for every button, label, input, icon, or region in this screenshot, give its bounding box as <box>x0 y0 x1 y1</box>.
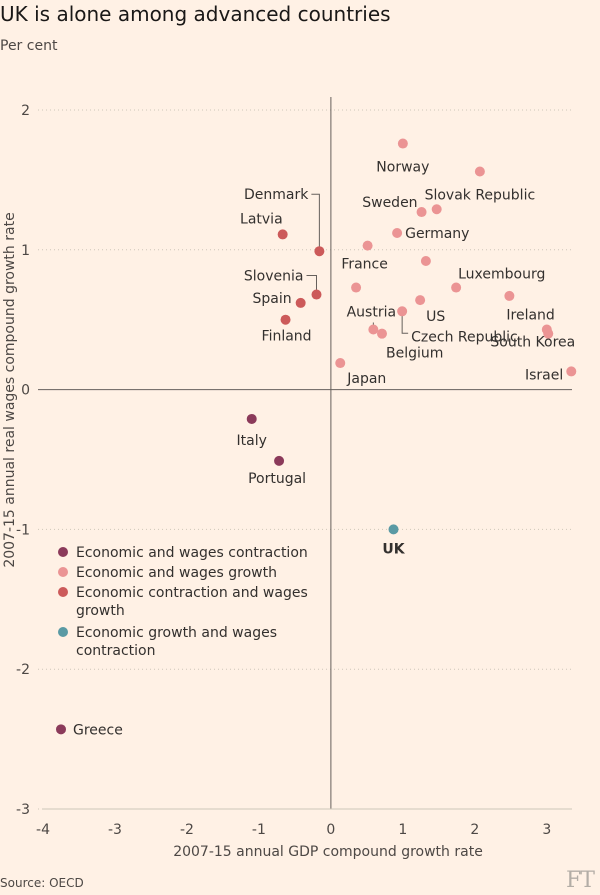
point-label: Italy <box>237 433 267 449</box>
data-point <box>362 240 373 251</box>
data-point <box>504 290 515 301</box>
data-point <box>431 204 442 215</box>
point-label: UK <box>382 541 405 557</box>
data-point <box>335 358 346 369</box>
point-label: Slovenia <box>244 269 304 285</box>
point-label: South Korea <box>490 335 575 351</box>
x-tick-label: -4 <box>36 822 50 838</box>
legend-label: growth <box>76 603 125 619</box>
leader-line <box>311 193 320 252</box>
point-label: Czech Republic <box>411 329 518 345</box>
data-point <box>277 229 288 240</box>
y-axis-label: 2007-15 annual real wages compound growt… <box>2 212 18 567</box>
leader-lines <box>306 193 409 334</box>
data-point <box>543 328 554 339</box>
data-point <box>311 289 322 300</box>
point-label: Portugal <box>248 471 306 487</box>
legend-swatch <box>58 627 68 637</box>
x-tick-label: 3 <box>542 822 551 838</box>
data-point <box>392 228 403 239</box>
y-tick-label: 2 <box>21 103 30 119</box>
point-label: Denmark <box>244 187 309 203</box>
point-label: Germany <box>405 226 469 242</box>
data-point <box>388 524 399 535</box>
data-point <box>451 282 462 293</box>
legend-label: Economic growth and wages <box>76 625 277 641</box>
data-point <box>246 413 257 424</box>
legend-swatch <box>58 587 68 597</box>
point-label: Finland <box>262 329 312 345</box>
axes: -3 -2 -1 0 1 2 -4 -3 -2 -1 0 1 2 3 2007-15 annual GDP … <box>2 97 572 860</box>
leader-line <box>401 311 409 334</box>
point-label: Belgium <box>386 346 443 362</box>
data-point <box>416 207 427 218</box>
legend-swatch <box>58 567 68 577</box>
x-tick-label: 1 <box>398 822 407 838</box>
source-note: Source: OECD <box>0 876 84 890</box>
point-label: Luxembourg <box>458 267 545 283</box>
y-tick-label: -1 <box>16 522 30 538</box>
y-tick-label: -3 <box>16 802 30 818</box>
legend-swatch <box>58 547 68 557</box>
x-axis-label: 2007-15 annual GDP compound growth rate <box>173 844 483 860</box>
y-tick-label: -2 <box>16 662 30 678</box>
legend-label: contraction <box>76 643 155 659</box>
data-point <box>274 455 285 466</box>
x-tick-label: -1 <box>252 822 266 838</box>
point-label: Greece <box>73 722 123 738</box>
chart-subtitle: Per cent <box>0 38 58 54</box>
data-point <box>474 166 485 177</box>
data-point <box>55 724 66 735</box>
data-point <box>295 297 306 308</box>
point-labels: Italy Portugal Greece Norway Slovak Republic… <box>73 160 575 739</box>
point-label: Japan <box>346 371 386 387</box>
point-label: Slovak Republic <box>425 188 536 204</box>
x-tick-label: -2 <box>180 822 194 838</box>
point-label: Spain <box>253 291 292 307</box>
y-tick-label: 0 <box>21 383 30 399</box>
data-point <box>280 314 291 325</box>
point-label: Latvia <box>240 211 283 227</box>
point-label: Ireland <box>506 307 554 323</box>
legend-label: Economic and wages growth <box>76 565 277 581</box>
point-label: Austria <box>347 304 396 320</box>
legend-label: Economic and wages contraction <box>76 545 308 561</box>
ft-logo: FT <box>566 868 595 893</box>
x-tick-label: -3 <box>108 822 122 838</box>
legend-label: Economic contraction and wages <box>76 585 308 601</box>
data-point <box>566 366 577 377</box>
x-tick-label: 2 <box>470 822 479 838</box>
point-label: Norway <box>376 160 429 176</box>
data-point <box>420 255 431 266</box>
data-point <box>376 328 387 339</box>
data-point <box>397 138 408 149</box>
data-point <box>415 295 426 306</box>
point-label: Sweden <box>362 195 417 211</box>
point-label: France <box>341 257 388 273</box>
leader-line <box>306 275 317 295</box>
y-tick-label: 1 <box>21 243 30 259</box>
chart-title: UK is alone among advanced countries <box>0 2 391 26</box>
data-point <box>368 324 379 335</box>
point-label: US <box>426 309 445 325</box>
data-point <box>314 246 325 257</box>
data-points <box>55 138 577 735</box>
data-point <box>397 306 408 317</box>
data-point <box>351 282 362 293</box>
point-label: Israel <box>525 367 563 383</box>
gridlines <box>38 109 572 810</box>
x-tick-label: 0 <box>326 822 335 838</box>
legend: Economic and wages contraction Economic a… <box>58 545 308 659</box>
